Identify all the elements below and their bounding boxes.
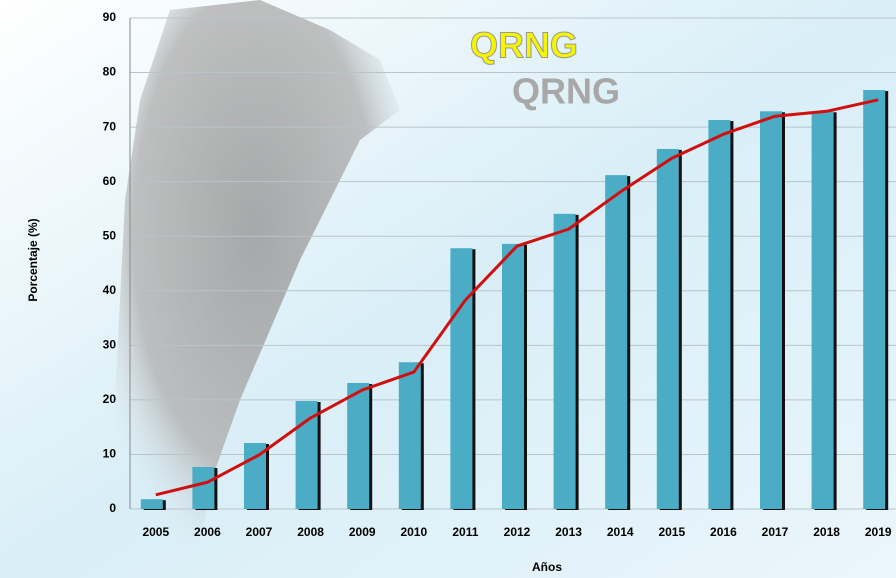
line [155, 98, 879, 497]
x-tick-label: 2014 [607, 525, 634, 539]
y-tick-label: 40 [103, 283, 117, 297]
bar [450, 248, 473, 510]
x-tick-label: 2011 [452, 525, 478, 539]
map-shape [110, 0, 400, 578]
x-tick-label: 2018 [813, 525, 840, 539]
y-tick-label: 50 [103, 228, 117, 242]
x-tick-label: 2017 [762, 525, 789, 539]
bar [656, 148, 679, 509]
annotation: QRNG [470, 25, 578, 66]
bar [192, 466, 215, 509]
bar [863, 90, 886, 509]
x-tick-label: 2008 [297, 525, 324, 539]
bar [398, 362, 421, 509]
bar [811, 111, 834, 509]
bar [295, 400, 318, 509]
bar [605, 175, 628, 509]
y-tick-label: 70 [103, 119, 117, 133]
x-tick-label: 2012 [504, 525, 531, 539]
x-tick-label: 2015 [658, 525, 685, 539]
y-tick-label: 60 [103, 174, 117, 188]
x-tick-label: 2006 [194, 525, 221, 539]
x-tick-label: 2009 [349, 525, 376, 539]
bar [553, 213, 576, 510]
y-tick-label: 10 [103, 447, 117, 461]
bar [708, 120, 731, 509]
y-tick-label: 90 [103, 10, 117, 24]
y-axis-label: Porcentaje (%) [26, 218, 40, 301]
x-tick-label: 2016 [710, 525, 737, 539]
x-tick-label: 2019 [865, 525, 892, 539]
bar [502, 243, 524, 510]
y-tick-label: 0 [109, 501, 116, 515]
x-tick-label: 2007 [246, 525, 273, 539]
y-tick-label: 20 [103, 392, 117, 406]
y-tick-label: 80 [103, 65, 117, 79]
x-tick-label: 2010 [400, 525, 427, 539]
x-tick-label: 2005 [142, 525, 169, 539]
y-tick-label: 30 [103, 338, 117, 352]
annotation: QRNG [512, 71, 620, 112]
x-axis-label: Años [532, 560, 562, 574]
bar [760, 111, 782, 509]
bar [140, 499, 163, 509]
bar [347, 382, 370, 509]
x-tick-label: 2013 [555, 525, 582, 539]
